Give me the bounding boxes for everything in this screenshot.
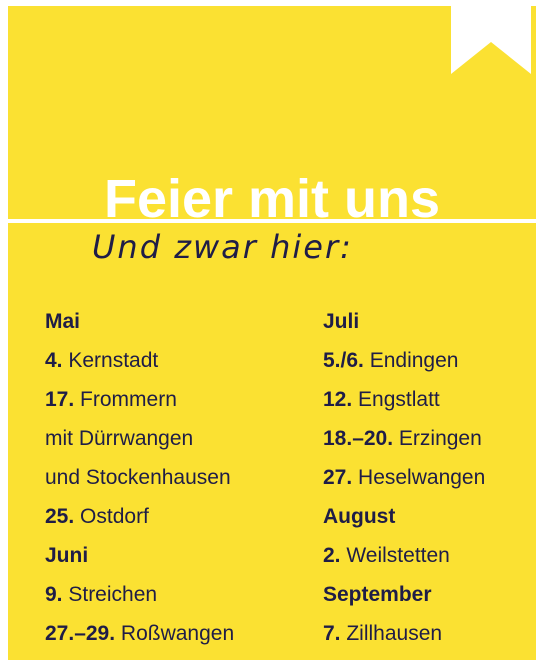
month-label: September	[323, 583, 432, 606]
event-entry: 12. Engstlatt	[323, 380, 485, 419]
event-entry: 27.–29. Roßwangen	[45, 614, 234, 653]
event-date: 4.	[45, 349, 63, 372]
event-entry: 5./6. Endingen	[323, 341, 485, 380]
schedule-left-column: Mai 4. Kernstadt 17. Frommern mit Dürrwa…	[45, 302, 234, 653]
event-entry: 7. Zillhausen	[323, 614, 485, 653]
event-place: Erzingen	[393, 427, 482, 450]
event-date: 9.	[45, 583, 63, 606]
event-date: 18.–20.	[323, 427, 394, 450]
event-place: Streichen	[62, 583, 158, 606]
event-date: 27.–29.	[45, 622, 116, 645]
event-date: 2.	[323, 544, 341, 567]
event-entry: 2. Weilstetten	[323, 536, 485, 575]
event-place: Frommern	[74, 388, 177, 411]
event-place: Weilstetten	[340, 544, 450, 567]
event-place: Kernstadt	[62, 349, 159, 372]
event-place-continued: mit Dürrwangen	[45, 427, 194, 450]
event-date: 27.	[323, 466, 353, 489]
month-label: August	[323, 505, 396, 528]
subline: Und zwar hier:	[92, 228, 353, 266]
event-entry: 27. Heselwangen	[323, 458, 485, 497]
event-date: 5./6.	[323, 349, 364, 372]
month-label: Mai	[45, 310, 81, 333]
event-place-continued: und Stockenhausen	[45, 466, 231, 489]
event-entry: 4. Kernstadt	[45, 341, 234, 380]
event-entry: 9. Streichen	[45, 575, 234, 614]
event-place: Ostdorf	[74, 505, 149, 528]
event-entry: 17. Frommern	[45, 380, 234, 419]
month-label: Juni	[45, 544, 89, 567]
event-place: Roßwangen	[115, 622, 235, 645]
divider	[8, 219, 536, 223]
event-date: 25.	[45, 505, 75, 528]
month-label: Juli	[323, 310, 360, 333]
event-poster: Feier mit uns Und zwar hier: Mai 4. Kern…	[8, 6, 536, 660]
event-date: 12.	[323, 388, 353, 411]
bookmark-ribbon-icon	[451, 6, 531, 74]
event-date: 7.	[323, 622, 341, 645]
event-place: Endingen	[363, 349, 459, 372]
schedule-right-column: Juli 5./6. Endingen 12. Engstlatt 18.–20…	[323, 302, 485, 653]
event-place: Heselwangen	[352, 466, 486, 489]
event-date: 17.	[45, 388, 75, 411]
event-entry: 18.–20. Erzingen	[323, 419, 485, 458]
event-entry: 25. Ostdorf	[45, 497, 234, 536]
event-place: Zillhausen	[340, 622, 443, 645]
event-place: Engstlatt	[352, 388, 440, 411]
